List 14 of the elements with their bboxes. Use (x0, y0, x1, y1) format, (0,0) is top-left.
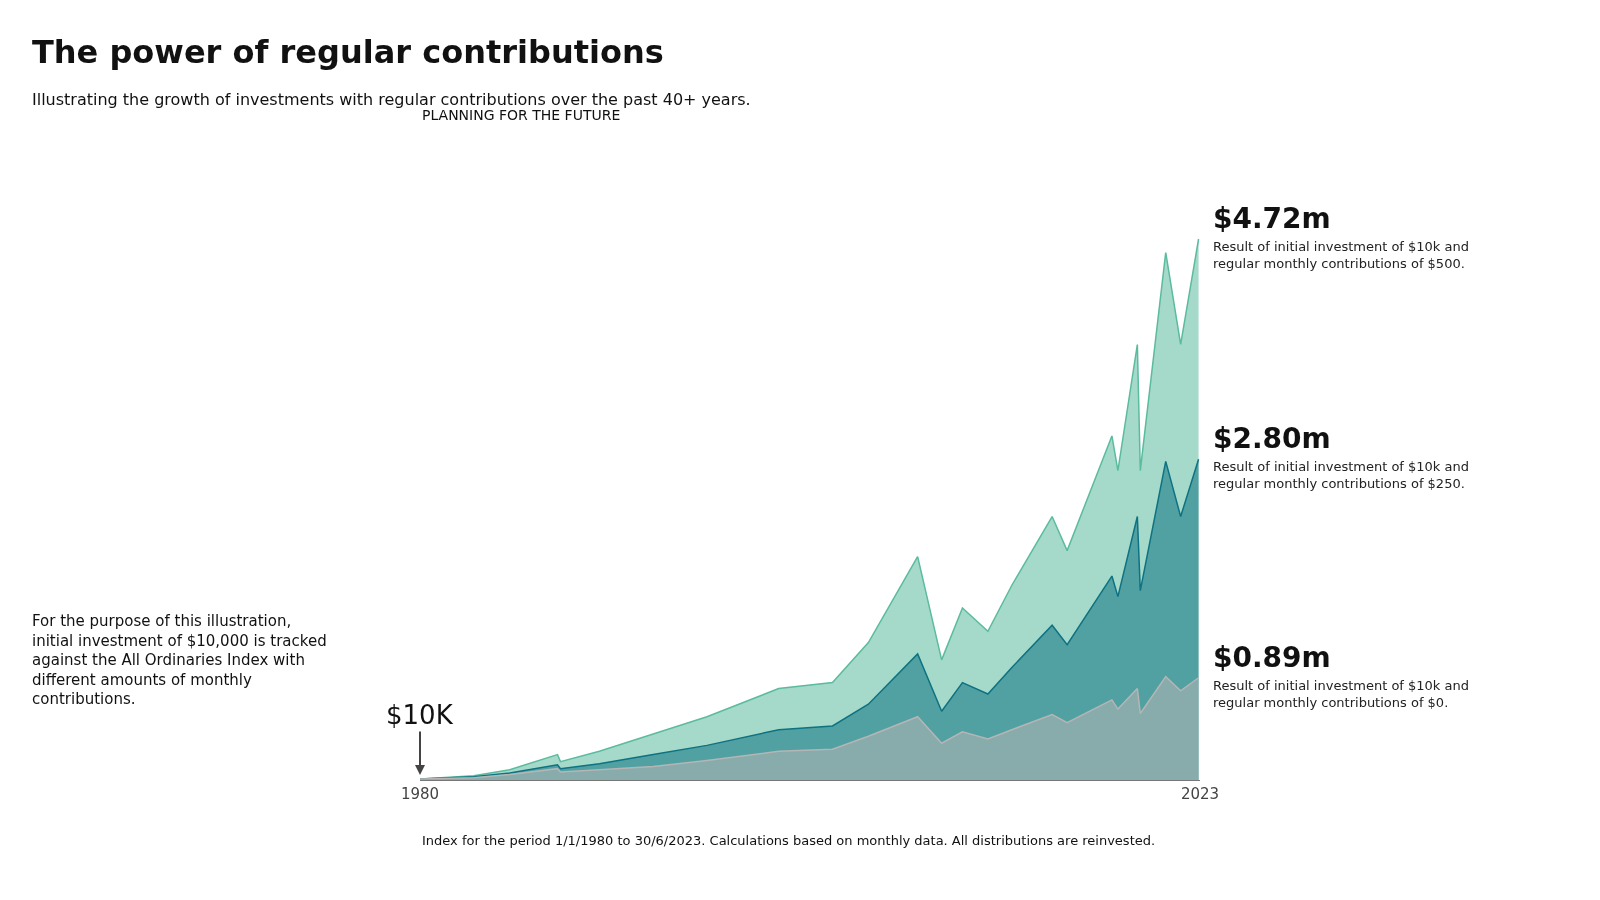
annotation: Result of initial investment of $10k and regular monthly contributions of $250. (1213, 459, 1469, 491)
chart-title: The power of regular contributions (32, 33, 664, 71)
annotation: $10K (386, 700, 454, 730)
x-tick-label: 1980 (400, 785, 440, 803)
x-tick-label: 2023 (1180, 785, 1220, 803)
annotation: $2.80m (1213, 422, 1331, 455)
text: PLANNING FOR THE FUTURE (422, 107, 621, 123)
annotation: Result of initial investment of $10k and regular monthly contributions of $0. (1213, 678, 1469, 710)
chart-subtitle: Illustrating the growth of investments with regular contributions over the past 40+ years. (32, 89, 751, 109)
text: For the purpose of this illustration, initial investment of $10,000 is tracked against the All Ordinaries Index with different amounts of monthly contributions. (32, 612, 327, 708)
annotation: $4.72m (1213, 202, 1331, 235)
annotation: $0.89m (1213, 641, 1331, 674)
text: Index for the period 1/1/1980 to 30/6/2023. Calculations based on monthly data. All distributions are reinvested. (422, 833, 1156, 848)
annotation: Result of initial investment of $10k and regular monthly contributions of $500. (1213, 239, 1469, 271)
